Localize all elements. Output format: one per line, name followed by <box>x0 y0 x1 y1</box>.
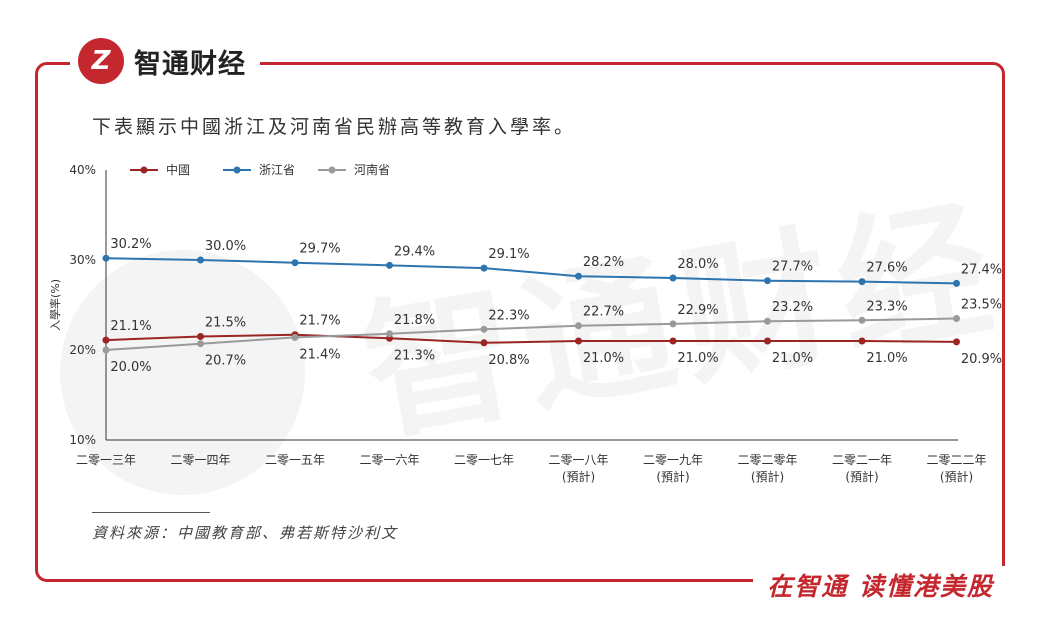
data-label-henan: 20.0% <box>110 360 151 375</box>
data-point-china <box>858 337 866 345</box>
data-label-zhejiang: 27.4% <box>961 262 1002 277</box>
data-point-china <box>764 337 771 345</box>
data-label-china: 21.7% <box>299 314 340 329</box>
data-label-henan: 22.3% <box>488 308 529 323</box>
data-label-zhejiang: 29.1% <box>488 247 529 262</box>
data-point-china <box>669 337 677 345</box>
data-label-china: 21.0% <box>772 351 813 366</box>
data-label-zhejiang: 28.0% <box>677 257 718 272</box>
data-point-zhejiang <box>386 261 393 269</box>
legend-label-china: 中國 <box>166 162 190 177</box>
source-note: 資料來源：中國教育部、弗若斯特沙利文 <box>92 524 399 542</box>
data-label-china: 21.0% <box>866 351 907 366</box>
data-label-china: 21.0% <box>583 351 624 366</box>
brand-name: 智通财经 <box>134 48 246 80</box>
data-point-henan <box>102 346 110 354</box>
x-tick-label: (預計) <box>751 469 784 484</box>
data-label-henan: 23.3% <box>866 299 907 314</box>
data-point-china <box>480 339 488 347</box>
data-point-henan <box>197 340 204 348</box>
y-axis-label: 入學率(%) <box>48 279 62 331</box>
x-tick-label: 二零一七年 <box>454 453 514 467</box>
data-point-henan <box>669 320 677 328</box>
data-label-zhejiang: 27.6% <box>866 261 907 276</box>
data-point-zhejiang <box>480 264 488 272</box>
x-tick-label: 二零一六年 <box>359 453 419 467</box>
data-point-zhejiang <box>291 259 299 267</box>
x-tick-label: 二零一八年 <box>548 453 608 467</box>
data-label-china: 21.1% <box>110 319 151 334</box>
data-label-zhejiang: 28.2% <box>583 255 624 270</box>
y-tick-label: 20% <box>69 343 96 357</box>
series-line-zhejiang <box>105 257 957 285</box>
data-point-henan <box>480 325 488 333</box>
y-tick-label: 10% <box>69 433 96 447</box>
x-tick-label: 二零一三年 <box>76 453 136 467</box>
data-label-china: 21.5% <box>205 316 246 331</box>
data-label-zhejiang: 29.7% <box>299 242 340 257</box>
data-label-henan: 23.2% <box>772 300 813 315</box>
data-point-henan <box>386 330 393 338</box>
brand-header: Z 智通财经 <box>70 34 260 88</box>
source-divider <box>92 512 210 513</box>
data-point-china <box>102 336 110 344</box>
data-label-zhejiang: 30.0% <box>205 239 246 254</box>
x-tick-label: (預計) <box>656 469 689 484</box>
data-point-henan <box>953 315 960 322</box>
data-point-henan <box>291 333 299 341</box>
data-label-china: 21.3% <box>394 348 435 363</box>
chart-caption: 下表顯示中國浙江及河南省民辦高等教育入學率。 <box>92 116 577 138</box>
legend-label-henan: 河南省 <box>354 162 390 177</box>
y-tick-label: 40% <box>69 163 96 177</box>
x-tick-label: 二零一九年 <box>643 453 703 467</box>
data-point-zhejiang <box>669 274 677 282</box>
data-point-henan <box>858 316 866 324</box>
legend-marker-china <box>140 166 148 174</box>
data-label-china: 20.8% <box>488 353 529 368</box>
data-point-zhejiang <box>197 256 204 264</box>
data-point-henan <box>764 317 771 325</box>
data-label-henan: 22.9% <box>677 303 718 318</box>
data-label-henan: 21.4% <box>299 347 340 362</box>
x-tick-label: 二零二零年 <box>737 453 797 467</box>
x-tick-label: 二零一四年 <box>170 453 230 467</box>
x-tick-label: 二零二一年 <box>832 453 892 467</box>
data-point-china <box>197 333 204 340</box>
data-point-zhejiang <box>764 277 771 285</box>
legend-marker-zhejiang <box>233 166 241 174</box>
series-line-henan <box>105 317 957 351</box>
legend-label-zhejiang: 浙江省 <box>259 163 295 177</box>
legend-marker-henan <box>328 166 336 174</box>
data-label-china: 21.0% <box>677 351 718 366</box>
x-tick-label: (預計) <box>940 469 973 484</box>
data-point-china <box>575 337 582 345</box>
brand-slogan: 在智通 读懂港美股 <box>753 566 1008 604</box>
data-label-henan: 20.7% <box>205 354 246 369</box>
data-label-zhejiang: 27.7% <box>772 260 813 275</box>
data-label-henan: 21.8% <box>394 313 435 328</box>
watermark-logo <box>60 250 305 495</box>
x-tick-label: (預計) <box>845 469 878 484</box>
data-point-china <box>953 338 960 346</box>
data-label-zhejiang: 29.4% <box>394 244 435 259</box>
data-point-zhejiang <box>102 254 110 262</box>
series-line-china <box>105 333 957 344</box>
data-point-zhejiang <box>953 279 960 287</box>
x-tick-label: (預計) <box>562 469 595 484</box>
y-tick-label: 30% <box>69 253 96 267</box>
data-point-zhejiang <box>858 278 866 286</box>
brand-logo-icon: Z <box>78 38 124 84</box>
content-frame <box>35 62 1005 582</box>
data-point-henan <box>575 322 582 330</box>
x-tick-label: 二零一五年 <box>265 453 325 467</box>
data-point-zhejiang <box>575 272 582 280</box>
x-tick-label: 二零二二年 <box>926 453 986 467</box>
data-label-henan: 22.7% <box>583 305 624 320</box>
data-label-zhejiang: 30.2% <box>110 237 151 252</box>
data-label-henan: 23.5% <box>961 298 1002 313</box>
data-label-china: 20.9% <box>961 352 1002 367</box>
